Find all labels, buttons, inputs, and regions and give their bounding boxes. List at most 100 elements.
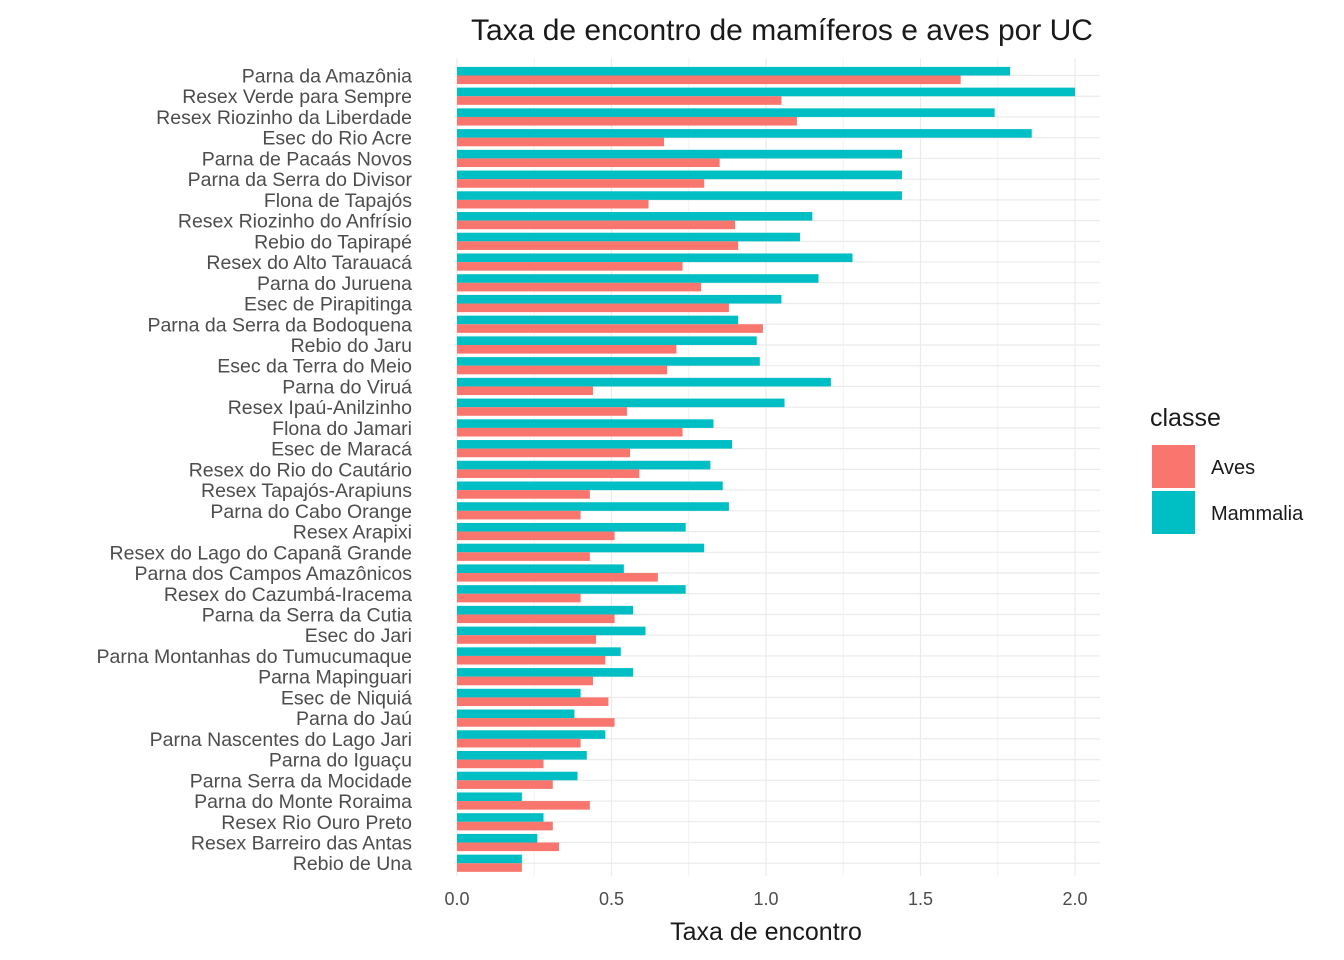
bars [457,66,1075,872]
category-label: Parna da Amazônia [242,66,412,88]
bar-aves [457,490,590,499]
x-tick-label: 0.0 [444,889,469,909]
bar-aves [457,655,606,665]
bar-aves [457,137,665,147]
bar-aves [457,697,609,706]
category-label: Rebio do Tapirapé [254,231,412,253]
bar-aves [457,116,797,126]
bar-aves [457,614,615,624]
x-tick-label: 2.0 [1062,889,1087,909]
x-tick-label: 0.5 [599,889,624,909]
bar-aves [457,282,702,292]
category-label: Parna da Serra da Cutia [202,604,412,626]
bar-aves [457,635,597,644]
category-label: Resex do Alto Tarauacá [206,252,412,274]
bar-aves [457,199,649,209]
bar-mammalia [457,730,606,739]
bar-mammalia [457,792,522,802]
bar-mammalia [457,108,995,117]
category-label: Esec do Rio Acre [262,128,412,150]
category-label: Esec de Maracá [271,439,412,461]
bar-mammalia [457,87,1075,97]
category-label: Resex Tapajós-Arapiuns [201,480,412,502]
bar-aves [457,407,627,416]
category-label: Esec de Niquiá [281,687,412,709]
category-label: Parna do Iguaçu [269,750,412,772]
category-label: Rebio de Una [293,853,412,875]
category-label: Rebio do Jaru [291,335,412,357]
bar-mammalia [457,377,831,387]
category-label: Resex Riozinho do Anfrísio [178,211,412,233]
category-label: Parna do Cabo Orange [210,501,412,523]
bar-mammalia [457,440,733,449]
category-label: Parna Mapinguari [258,667,412,689]
category-label: Resex Arapixi [293,522,412,544]
bar-mammalia [457,66,1011,76]
bar-aves [457,344,677,354]
legend-title: classe [1150,404,1221,432]
bar-aves [457,158,720,168]
bar-mammalia [457,543,705,553]
bar-mammalia [457,274,819,283]
bar-mammalia [457,398,785,408]
bar-aves [457,801,590,810]
category-label: Flona de Tapajós [264,190,412,212]
bar-mammalia [457,357,760,366]
bar-mammalia [457,149,902,159]
bar-mammalia [457,253,853,263]
category-label: Flona do Jamari [272,418,412,440]
bar-mammalia [457,522,686,532]
bar-aves [457,573,658,582]
bar-aves [457,365,668,375]
bar-mammalia [457,709,575,719]
category-label: Resex Riozinho da Liberdade [156,107,412,129]
bar-mammalia [457,294,782,304]
category-label: Parna da Serra da Bodoquena [147,314,412,336]
bar-aves [457,510,581,520]
bar-mammalia [457,460,711,470]
category-label: Resex do Lago do Capanã Grande [110,542,412,564]
bar-aves [457,96,782,105]
bar-aves [457,718,615,727]
bar-mammalia [457,771,578,781]
bar-aves [457,531,615,541]
category-label: Resex Barreiro das Antas [191,833,412,855]
bar-mammalia [457,833,538,843]
bar-mammalia [457,232,800,242]
bar-mammalia [457,315,739,325]
bar-aves [457,759,544,769]
bar-aves [457,262,683,271]
bar-mammalia [457,191,902,200]
category-label: Resex Ipaú-Anilzinho [228,397,412,419]
bar-aves [457,842,559,852]
bar-aves [457,179,705,188]
category-label: Resex do Rio do Cautário [189,459,412,481]
bar-aves [457,780,553,789]
bar-mammalia [457,170,902,180]
bar-aves [457,593,581,603]
legend-key-aves [1152,445,1195,488]
bar-aves [457,738,581,748]
category-label: Esec da Terra do Meio [217,356,412,378]
category-label: Parna do Jaú [296,708,412,730]
bar-mammalia [457,502,729,511]
bar-aves [457,552,590,561]
bar-mammalia [457,605,634,615]
category-label: Parna do Viruá [282,376,412,398]
category-label: Resex Verde para Sempre [182,86,412,108]
legend: classe Aves Mammalia [1150,404,1304,534]
bar-aves [457,303,729,313]
category-label: Parna do Monte Roraima [194,791,412,813]
bar-aves [457,75,961,85]
x-axis-title: Taxa de encontro [670,918,862,946]
bar-mammalia [457,626,646,636]
bar-mammalia [457,813,544,822]
legend-key-mammalia [1152,491,1195,534]
category-label: Parna da Serra do Divisor [188,169,413,191]
bar-mammalia [457,419,714,428]
category-label: Esec de Pirapitinga [244,294,412,316]
chart-title: Taxa de encontro de mamíferos e aves por… [471,14,1093,47]
category-label: Resex Rio Ouro Preto [221,812,412,834]
category-label: Parna Montanhas do Tumucumaque [97,646,412,668]
